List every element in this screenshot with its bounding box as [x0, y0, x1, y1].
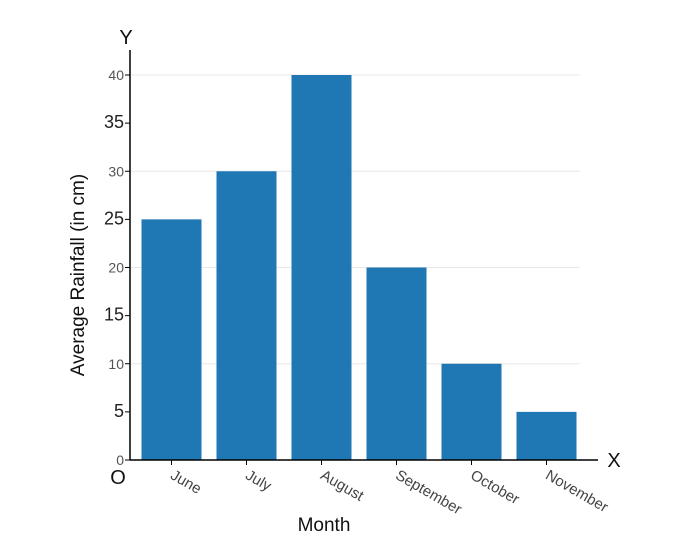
- y-tick-label: 30: [108, 163, 124, 179]
- x-axis-title: Month: [298, 515, 351, 536]
- bar: [366, 267, 427, 460]
- bar: [291, 75, 352, 460]
- y-axis-title: Average Rainfall (in cm): [68, 174, 89, 376]
- y-ticks: 0 5 10 15 20 25 30 35 40: [104, 67, 130, 468]
- x-tick-label: July: [243, 467, 275, 495]
- y-tick-label: 10: [108, 356, 124, 372]
- y-tick-label: 40: [108, 67, 124, 83]
- gridlines: [130, 74, 580, 365]
- bar: [141, 219, 202, 460]
- bar: [216, 171, 277, 460]
- y-tick-label: 5: [114, 401, 124, 421]
- bars: [141, 75, 577, 460]
- bar: [441, 363, 502, 460]
- y-tick-label: 15: [104, 305, 124, 325]
- x-tick-label: November: [543, 467, 611, 516]
- x-tick-label: September: [393, 467, 465, 518]
- x-ticks: June July August September October November: [168, 460, 611, 518]
- x-tick-label: June: [168, 467, 205, 498]
- bar: [516, 411, 577, 460]
- y-tick-label: 0: [116, 452, 124, 468]
- x-tick-label: October: [468, 467, 523, 508]
- y-tick-label: 25: [104, 208, 124, 228]
- x-tick-label: August: [318, 467, 368, 505]
- x-axis-letter: X: [607, 450, 620, 472]
- origin-label: O: [110, 467, 126, 489]
- axes: [129, 50, 598, 461]
- y-tick-label: 20: [108, 260, 124, 276]
- y-axis-letter: Y: [119, 27, 132, 49]
- y-tick-label: 35: [104, 112, 124, 132]
